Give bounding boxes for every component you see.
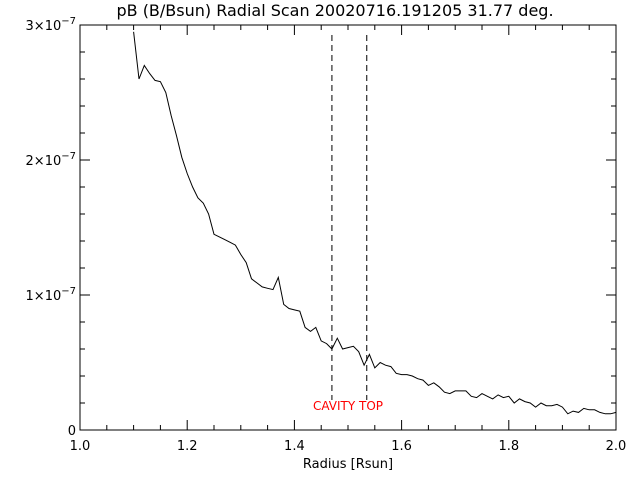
chart-title: pB (B/Bsun) Radial Scan 20020716.191205 … [116, 1, 553, 20]
y-tick-label: 0 [68, 424, 76, 439]
cavity-markers [331, 35, 368, 400]
y-tick-label: 1×10−7 [26, 286, 76, 304]
x-tick-label: 1.8 [498, 439, 519, 454]
y-axis-ticks: 0 1×10−7 2×10−7 3×10−7 [26, 16, 616, 439]
x-tick-label: 2.0 [606, 439, 627, 454]
y-tick-label: 2×10−7 [26, 151, 76, 169]
x-tick-label: 1.4 [284, 439, 305, 454]
pb-profile-line [133, 31, 617, 415]
x-tick-label: 1.6 [391, 439, 412, 454]
x-axis-label: Radius [Rsun] [303, 457, 393, 472]
data-series [133, 31, 617, 415]
x-tick-label: 1.2 [177, 439, 198, 454]
x-tick-label: 1.0 [70, 439, 91, 454]
x-axis-ticks: 1.0 1.2 1.4 1.6 1.8 2.0 [70, 25, 627, 454]
y-tick-label: 3×10−7 [26, 16, 76, 34]
cavity-top-annotation: CAVITY TOP [313, 399, 383, 413]
plot-frame [79, 24, 617, 431]
